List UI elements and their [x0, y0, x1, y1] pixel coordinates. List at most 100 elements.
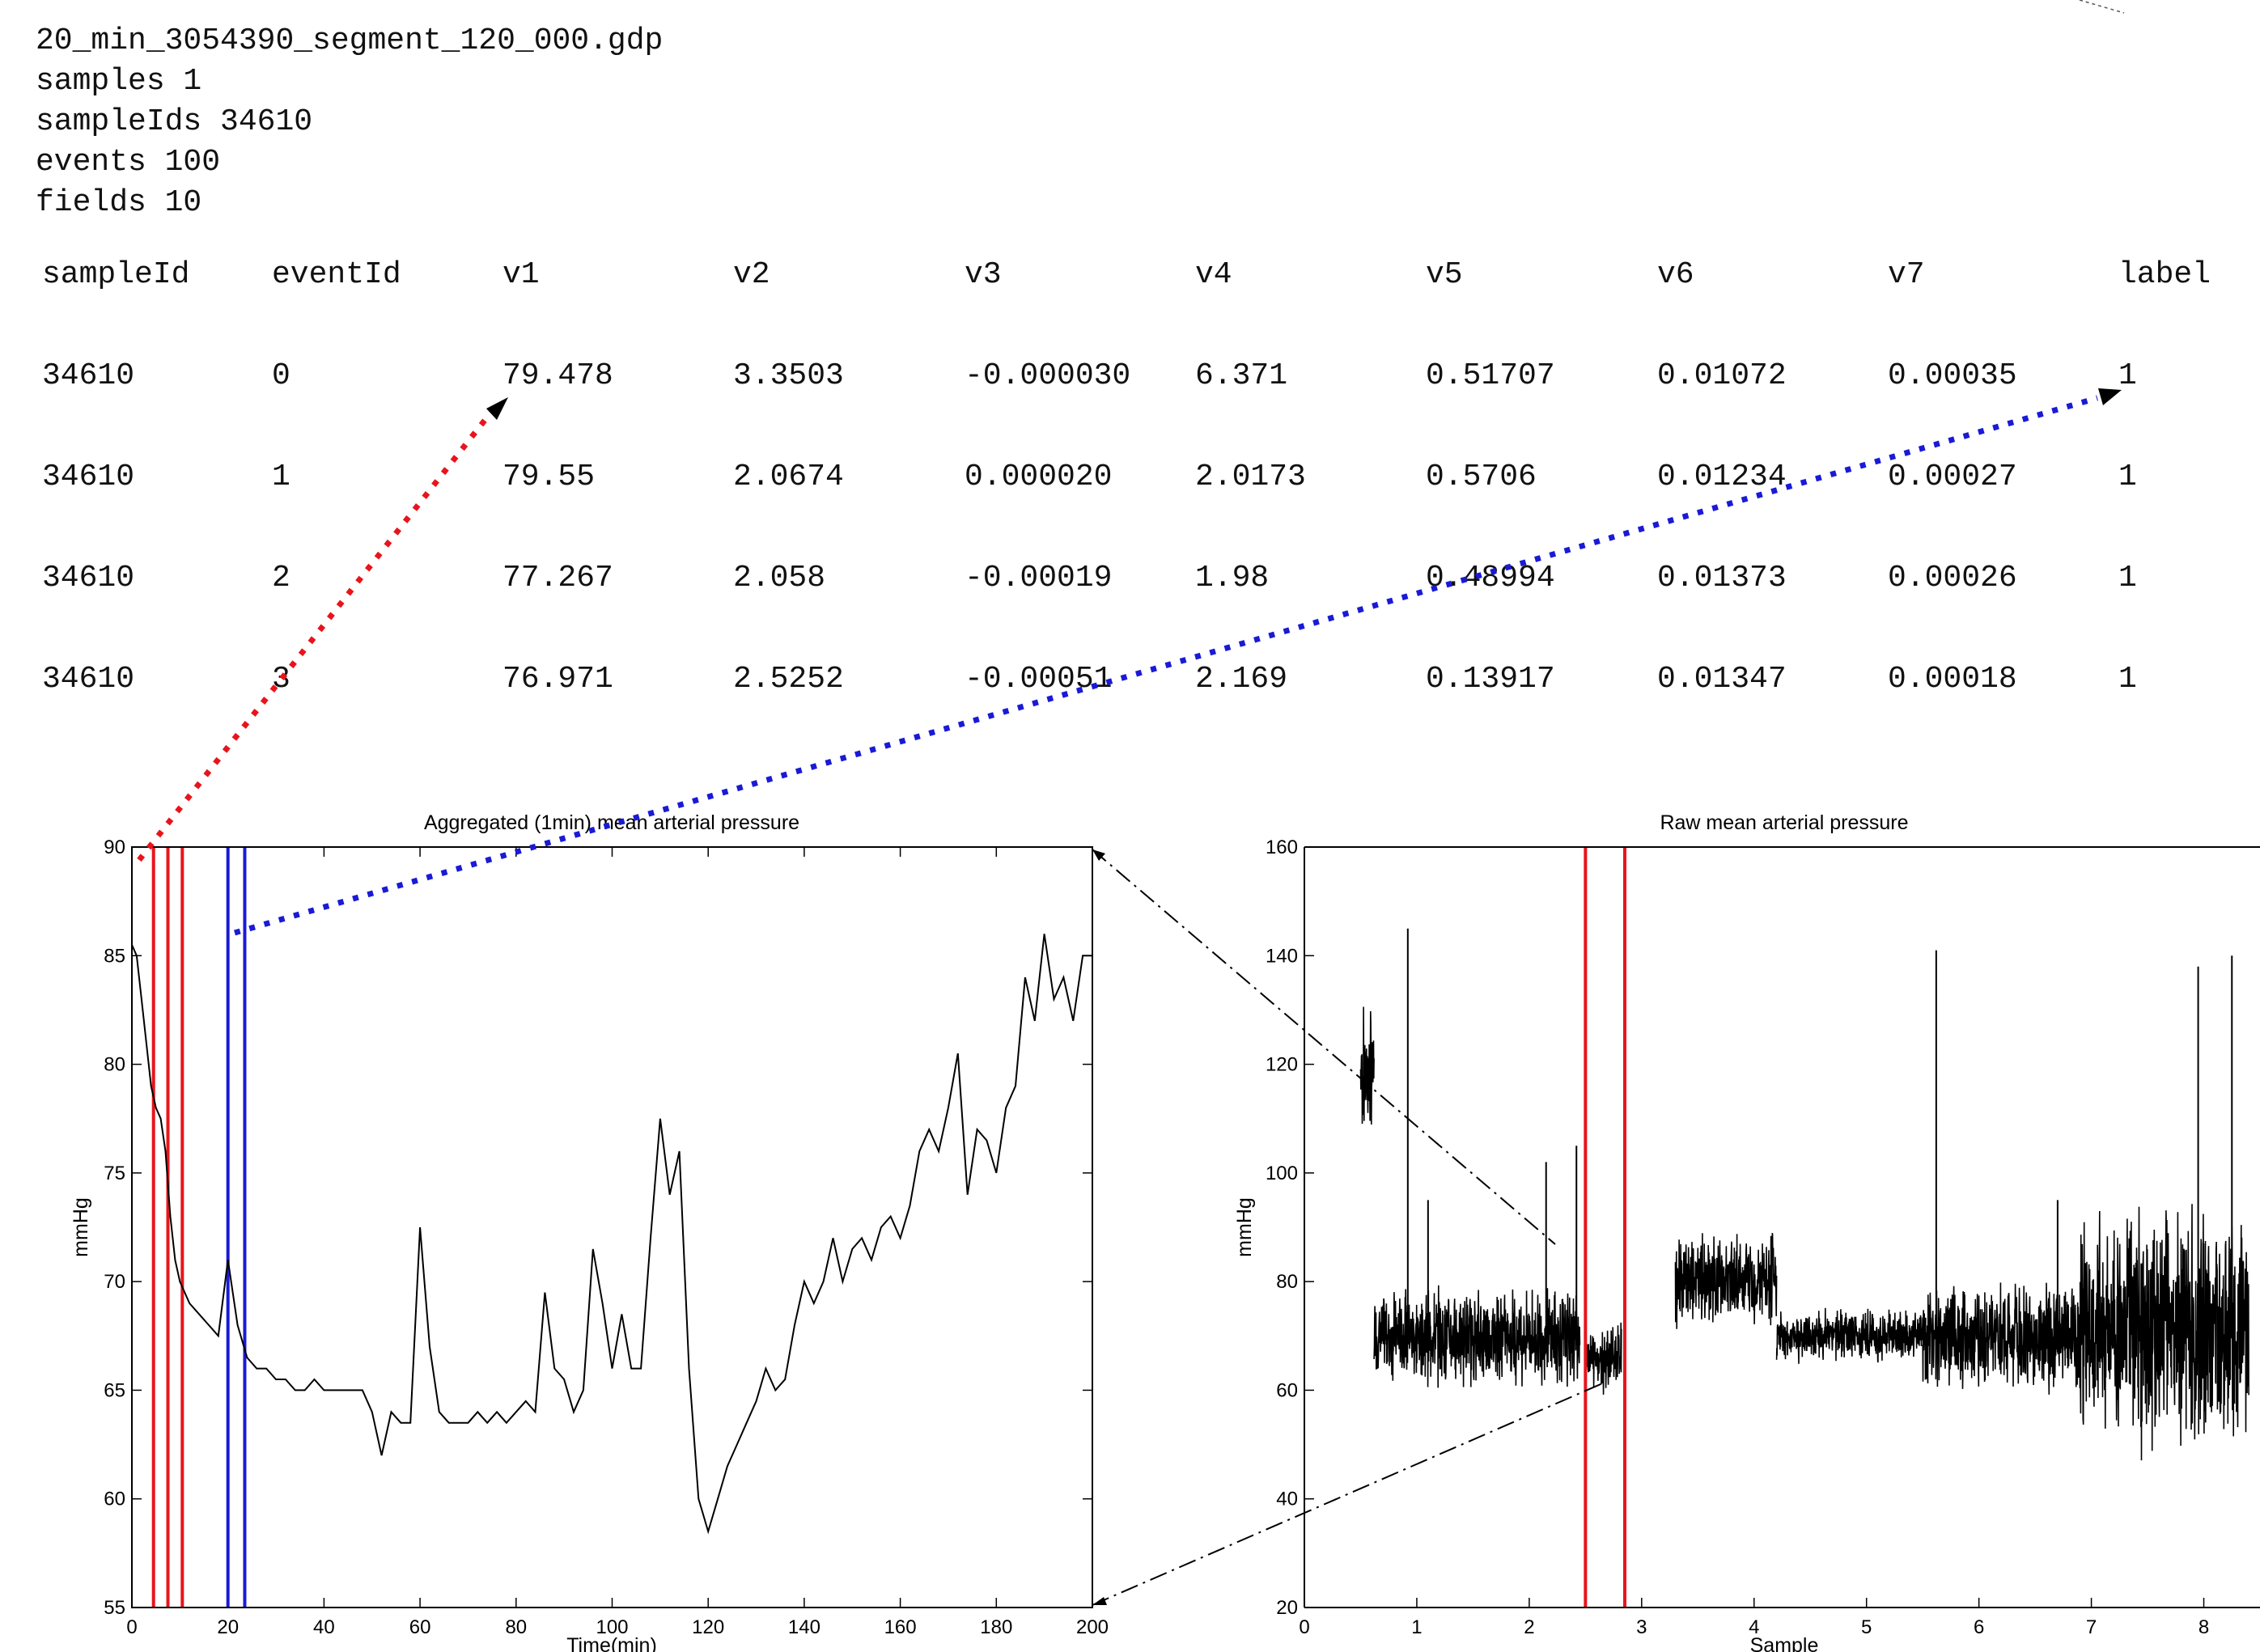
- table-cell: 1: [2118, 662, 2137, 697]
- x-tick-label: 60: [409, 1616, 431, 1638]
- x-tick-label: 8: [2199, 1616, 2209, 1638]
- zoom-connector-bottom: [1092, 1381, 1607, 1606]
- table-cell: 0.000020: [965, 460, 1113, 494]
- y-tick-label: 75: [104, 1163, 125, 1184]
- y-tick-label: 60: [104, 1489, 125, 1510]
- x-tick-label: 40: [313, 1616, 335, 1638]
- x-tick-label: 180: [980, 1616, 1012, 1638]
- aggregated-map-chart: Aggregated (1min) mean arterial pressure…: [70, 811, 1109, 1652]
- y-tick-label: 60: [1276, 1379, 1298, 1401]
- x-tick-label: 0: [1299, 1616, 1309, 1638]
- x-tick-label: 200: [1076, 1616, 1109, 1638]
- x-tick-label: 3: [1636, 1616, 1647, 1638]
- corner-mark: [2079, 0, 2125, 14]
- table-cell: 0.5706: [1426, 460, 1537, 494]
- raw-signal-segment: [1584, 1322, 1622, 1395]
- x-tick-label: 2: [1524, 1616, 1534, 1638]
- table-cell: 0.01072: [1657, 358, 1787, 393]
- event-markers: [151, 847, 247, 1608]
- table-cell: 0.01347: [1657, 662, 1787, 697]
- table-cell: 0.01234: [1657, 460, 1787, 494]
- table-cell: 1: [2118, 561, 2137, 595]
- axis-ticks: 0 1 2 3 4 5 6 7 8 20 40 60 80 100 120 140 160: [1266, 837, 2209, 1638]
- raw-signal-segment: [1922, 1282, 2081, 1395]
- x-tick-label: 0: [126, 1616, 137, 1638]
- y-tick-label: 70: [104, 1271, 125, 1293]
- x-tick-label: 160: [884, 1616, 917, 1638]
- table-cell: 0.13917: [1426, 662, 1555, 697]
- x-tick-label: 100: [596, 1616, 628, 1638]
- table-cell: 0.01373: [1657, 561, 1787, 595]
- table-cell: 2.058: [733, 561, 826, 595]
- column-header: v1: [502, 257, 540, 292]
- x-axis-label: Time(min): [566, 1634, 657, 1652]
- y-tick-label: 55: [104, 1597, 125, 1619]
- raw-signal-segment: [1775, 1307, 1923, 1364]
- zoom-arrowhead-bottom: [1092, 1597, 1107, 1605]
- column-header: v5: [1426, 257, 1463, 292]
- column-header: v3: [965, 257, 1002, 292]
- table-cell: 0.00018: [1888, 662, 2017, 697]
- axis-ticks: 0 20 40 60 80 100 120 140 160 180 200 55 60 65 70 75 80 8…: [104, 837, 1109, 1638]
- table-cell: 2.5252: [733, 662, 844, 697]
- x-tick-label: 5: [1861, 1616, 1872, 1638]
- y-tick-label: 90: [104, 837, 125, 858]
- table-cell: 0.48994: [1426, 561, 1555, 595]
- table-cell: 6.371: [1195, 358, 1288, 393]
- table-cell: 2.169: [1195, 662, 1288, 697]
- table-cell: 34610: [42, 662, 135, 697]
- y-tick-label: 85: [104, 945, 125, 967]
- y-tick-label: 80: [1276, 1271, 1298, 1293]
- y-axis-label: mmHg: [70, 1197, 92, 1257]
- column-header: v4: [1195, 257, 1232, 292]
- table-cell: 1: [2118, 358, 2137, 393]
- raw-signal-segment: [2079, 1204, 2249, 1461]
- raw-map-chart: Raw mean arterial pressure 0 1 2 3 4 5 6 7 8 20 40…: [1233, 811, 2260, 1652]
- table-cell: -0.000030: [965, 358, 1131, 393]
- y-axis-label: mmHg: [1233, 1197, 1256, 1257]
- series-line: [132, 934, 1092, 1535]
- column-header: label: [2118, 257, 2211, 292]
- raw-signal-trace: [1359, 928, 2249, 1461]
- x-tick-label: 4: [1749, 1616, 1759, 1638]
- table-cell: 0.00027: [1888, 460, 2017, 494]
- table-cell: 34610: [42, 358, 135, 393]
- table-cell: 34610: [42, 561, 135, 595]
- y-tick-label: 100: [1266, 1163, 1298, 1184]
- table-cell: -0.00051: [965, 662, 1113, 697]
- column-header: eventId: [272, 257, 401, 292]
- y-tick-label: 120: [1266, 1054, 1298, 1076]
- table-cell: 0.51707: [1426, 358, 1555, 393]
- red-arrowhead: [486, 397, 508, 420]
- x-tick-label: 80: [505, 1616, 527, 1638]
- red-link-arrow: [137, 405, 498, 862]
- y-tick-label: 40: [1276, 1489, 1298, 1510]
- raw-signal-segment: [1674, 1232, 1778, 1329]
- file-name: 20_min_3054390_segment_120_000.gdp: [36, 23, 664, 58]
- table-cell: 1.98: [1195, 561, 1270, 595]
- plot-frame: [131, 846, 1093, 1608]
- x-tick-label: 7: [2086, 1616, 2097, 1638]
- table-cell: 79.478: [502, 358, 613, 393]
- zoom-arrowhead-top: [1092, 849, 1105, 861]
- blue-arrowhead: [2098, 388, 2122, 405]
- fields-count: fields 10: [36, 185, 202, 220]
- sample-ids: sampleIds 34610: [36, 104, 313, 139]
- y-tick-label: 160: [1266, 837, 1298, 858]
- chart-title: Raw mean arterial pressure: [1660, 811, 1908, 834]
- x-tick-label: 6: [1974, 1616, 1984, 1638]
- chart-title: Aggregated (1min) mean arterial pressure: [424, 811, 799, 834]
- raw-signal-segment: [1373, 1285, 1581, 1388]
- event-markers: [1584, 847, 1626, 1608]
- column-header: v2: [733, 257, 770, 292]
- table-cell: 1: [2118, 460, 2137, 494]
- events-count: events 100: [36, 145, 221, 180]
- x-tick-label: 20: [217, 1616, 239, 1638]
- table-cell: 77.267: [502, 561, 613, 595]
- zoom-connector-top: [1092, 849, 1556, 1245]
- x-tick-label: 140: [788, 1616, 820, 1638]
- y-tick-label: 65: [104, 1379, 125, 1401]
- table-cell: 0.00026: [1888, 561, 2017, 595]
- table-cell: 0: [272, 358, 290, 393]
